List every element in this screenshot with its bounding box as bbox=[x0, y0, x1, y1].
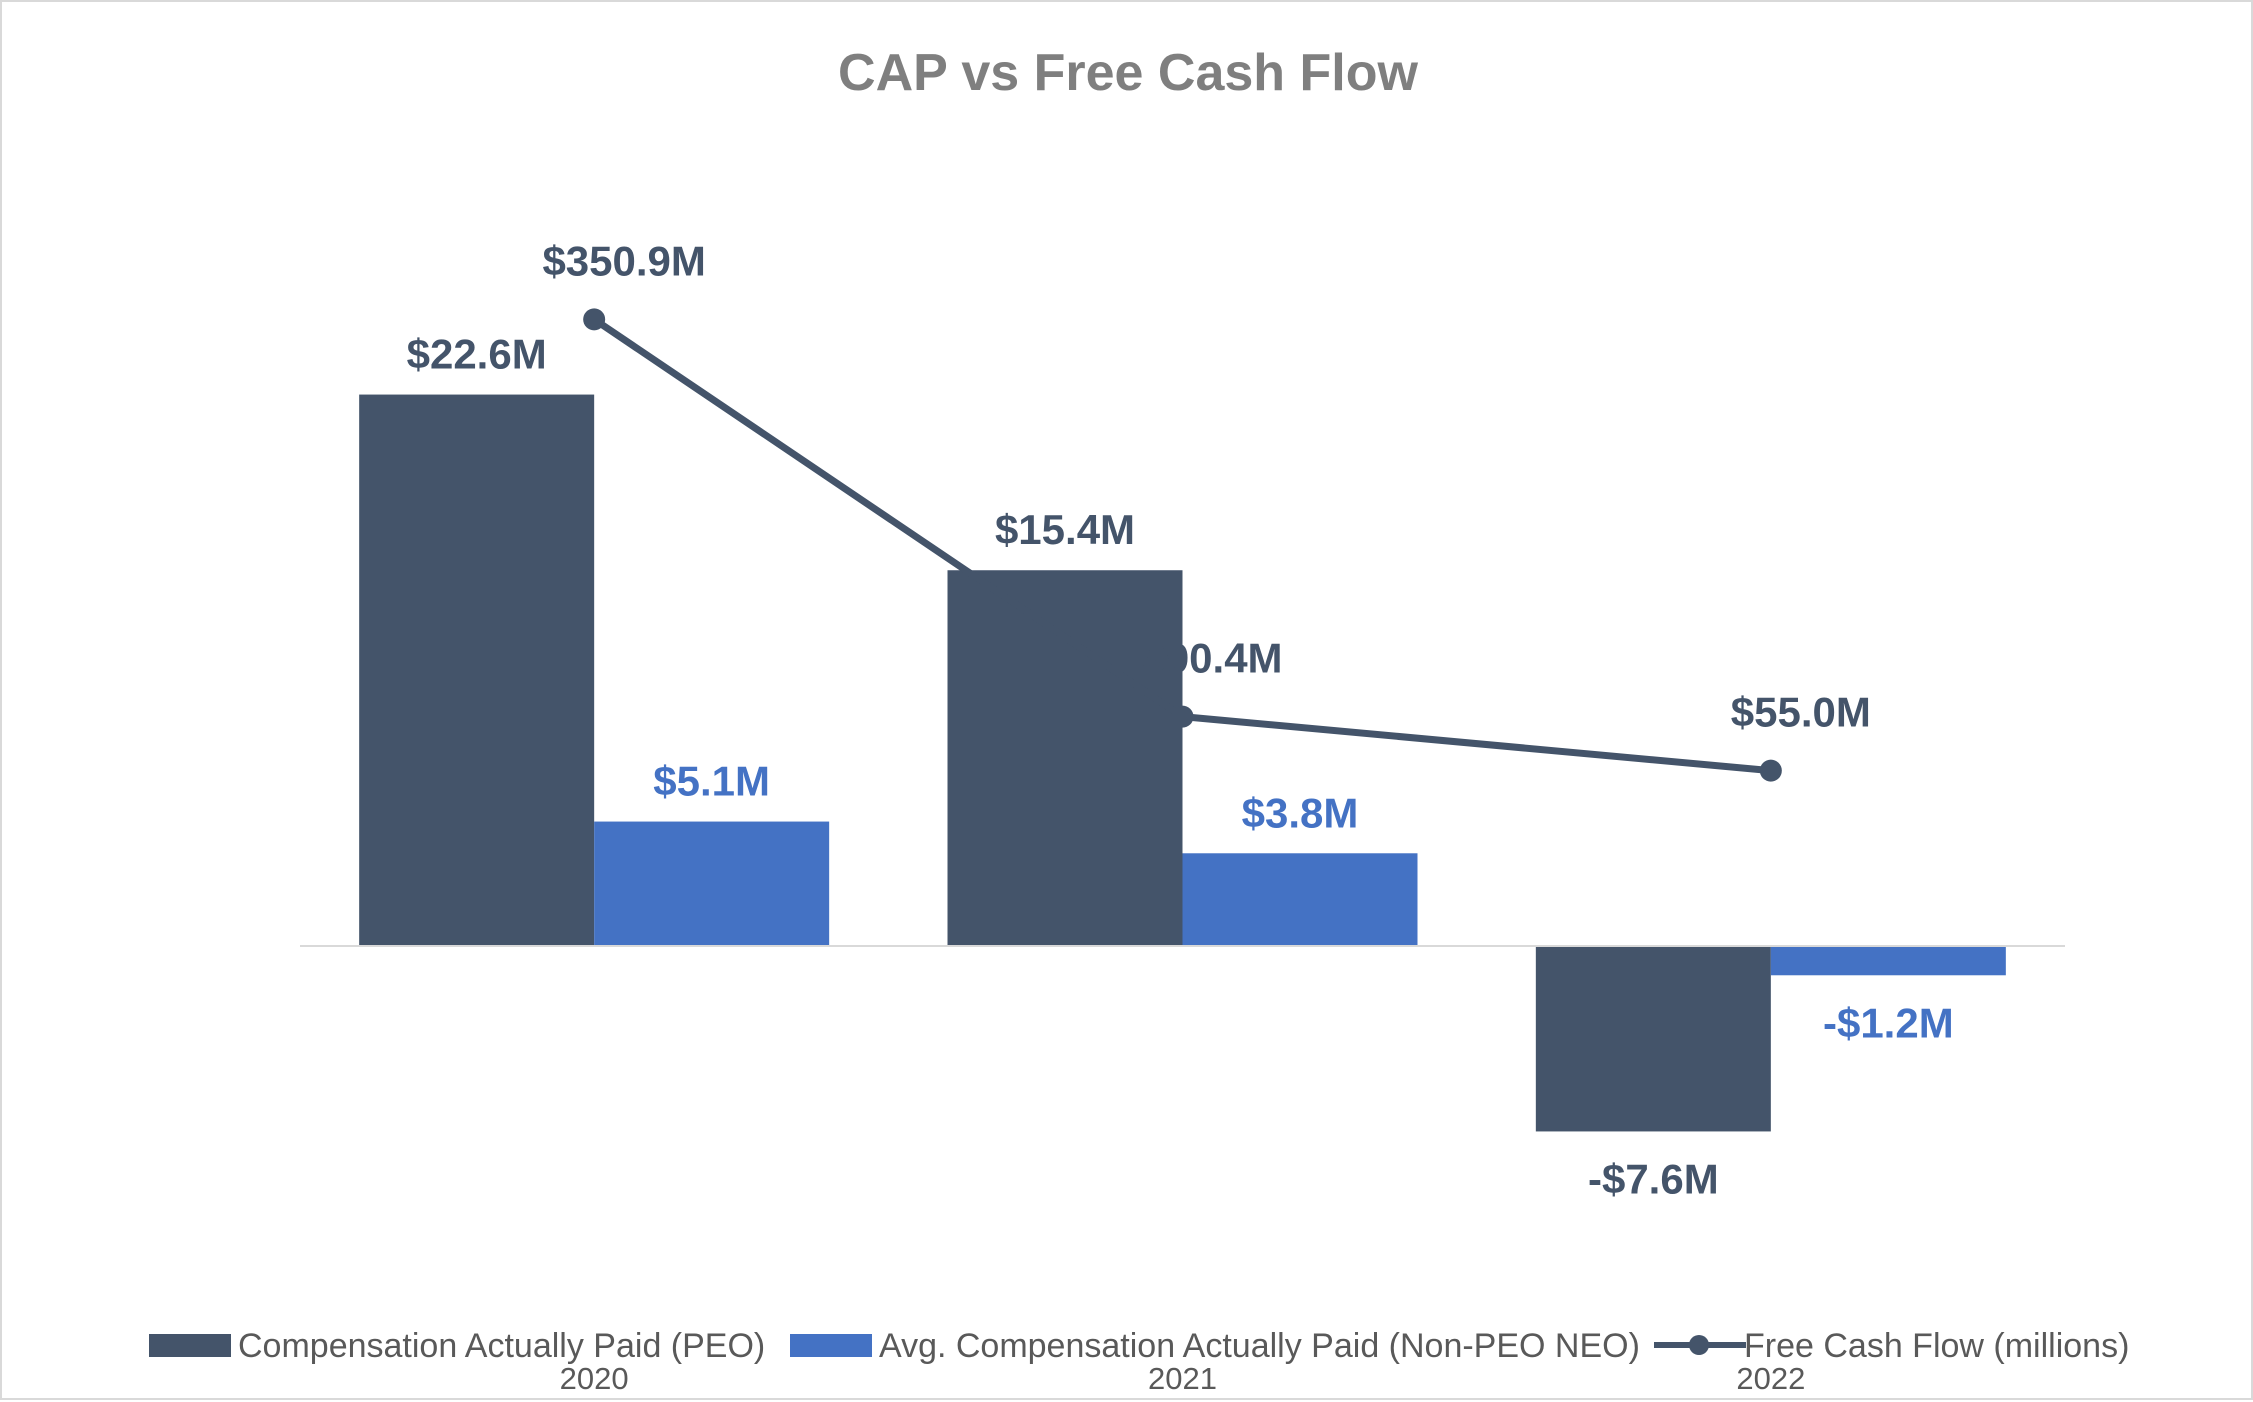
legend-label-fcf: Free Cash Flow (millions) bbox=[1744, 1327, 2129, 1365]
data-label-peo-2020: $22.6M bbox=[407, 331, 547, 378]
bar-non-peo-2020 bbox=[594, 821, 830, 946]
legend-label-non-peo: Avg. Compensation Actually Paid (Non-PEO… bbox=[879, 1327, 1640, 1365]
legend-label-peo: Compensation Actually Paid (PEO) bbox=[238, 1327, 765, 1365]
bar-non-peo-2021 bbox=[1182, 853, 1418, 946]
fcf-marker-2021 bbox=[1171, 705, 1194, 728]
legend-swatch-fcf-marker bbox=[1689, 1335, 1709, 1355]
x-tick-2022: 2022 bbox=[1736, 1361, 1805, 1396]
legend-swatch-non-peo bbox=[790, 1334, 872, 1357]
x-tick-2021: 2021 bbox=[1148, 1361, 1217, 1396]
data-label-fcf-2020: $350.9M bbox=[542, 237, 705, 284]
bar-peo-2022 bbox=[1535, 946, 1771, 1132]
legend: Compensation Actually Paid (PEO) Avg. Co… bbox=[149, 1327, 2129, 1365]
chart-title: CAP vs Free Cash Flow bbox=[838, 44, 1418, 102]
bars-layer bbox=[359, 394, 2006, 1132]
data-label-non-peo-2021: $3.8M bbox=[1242, 789, 1359, 836]
bar-peo-2021 bbox=[947, 570, 1183, 946]
fcf-marker-2022 bbox=[1759, 759, 1782, 782]
data-label-peo-2022: -$7.6M bbox=[1588, 1155, 1719, 1202]
fcf-marker-2020 bbox=[583, 308, 606, 331]
data-label-fcf-2021: $90.4M bbox=[1142, 635, 1282, 682]
data-labels-layer: $22.6M $5.1M $15.4M $3.8M -$7.6M -$1.2M $350.9… bbox=[407, 237, 1954, 1202]
data-label-peo-2021: $15.4M bbox=[995, 506, 1135, 553]
x-tick-2020: 2020 bbox=[560, 1361, 629, 1396]
legend-swatch-peo bbox=[149, 1334, 231, 1357]
category-ticks-layer: 2020 2021 2022 bbox=[560, 1361, 1806, 1396]
bar-peo-2020 bbox=[359, 394, 595, 946]
data-label-non-peo-2022: -$1.2M bbox=[1823, 999, 1954, 1046]
data-label-non-peo-2020: $5.1M bbox=[653, 758, 770, 805]
line-layer bbox=[583, 308, 1782, 782]
data-label-fcf-2022: $55.0M bbox=[1731, 689, 1871, 736]
bar-non-peo-2022 bbox=[1770, 946, 2006, 976]
